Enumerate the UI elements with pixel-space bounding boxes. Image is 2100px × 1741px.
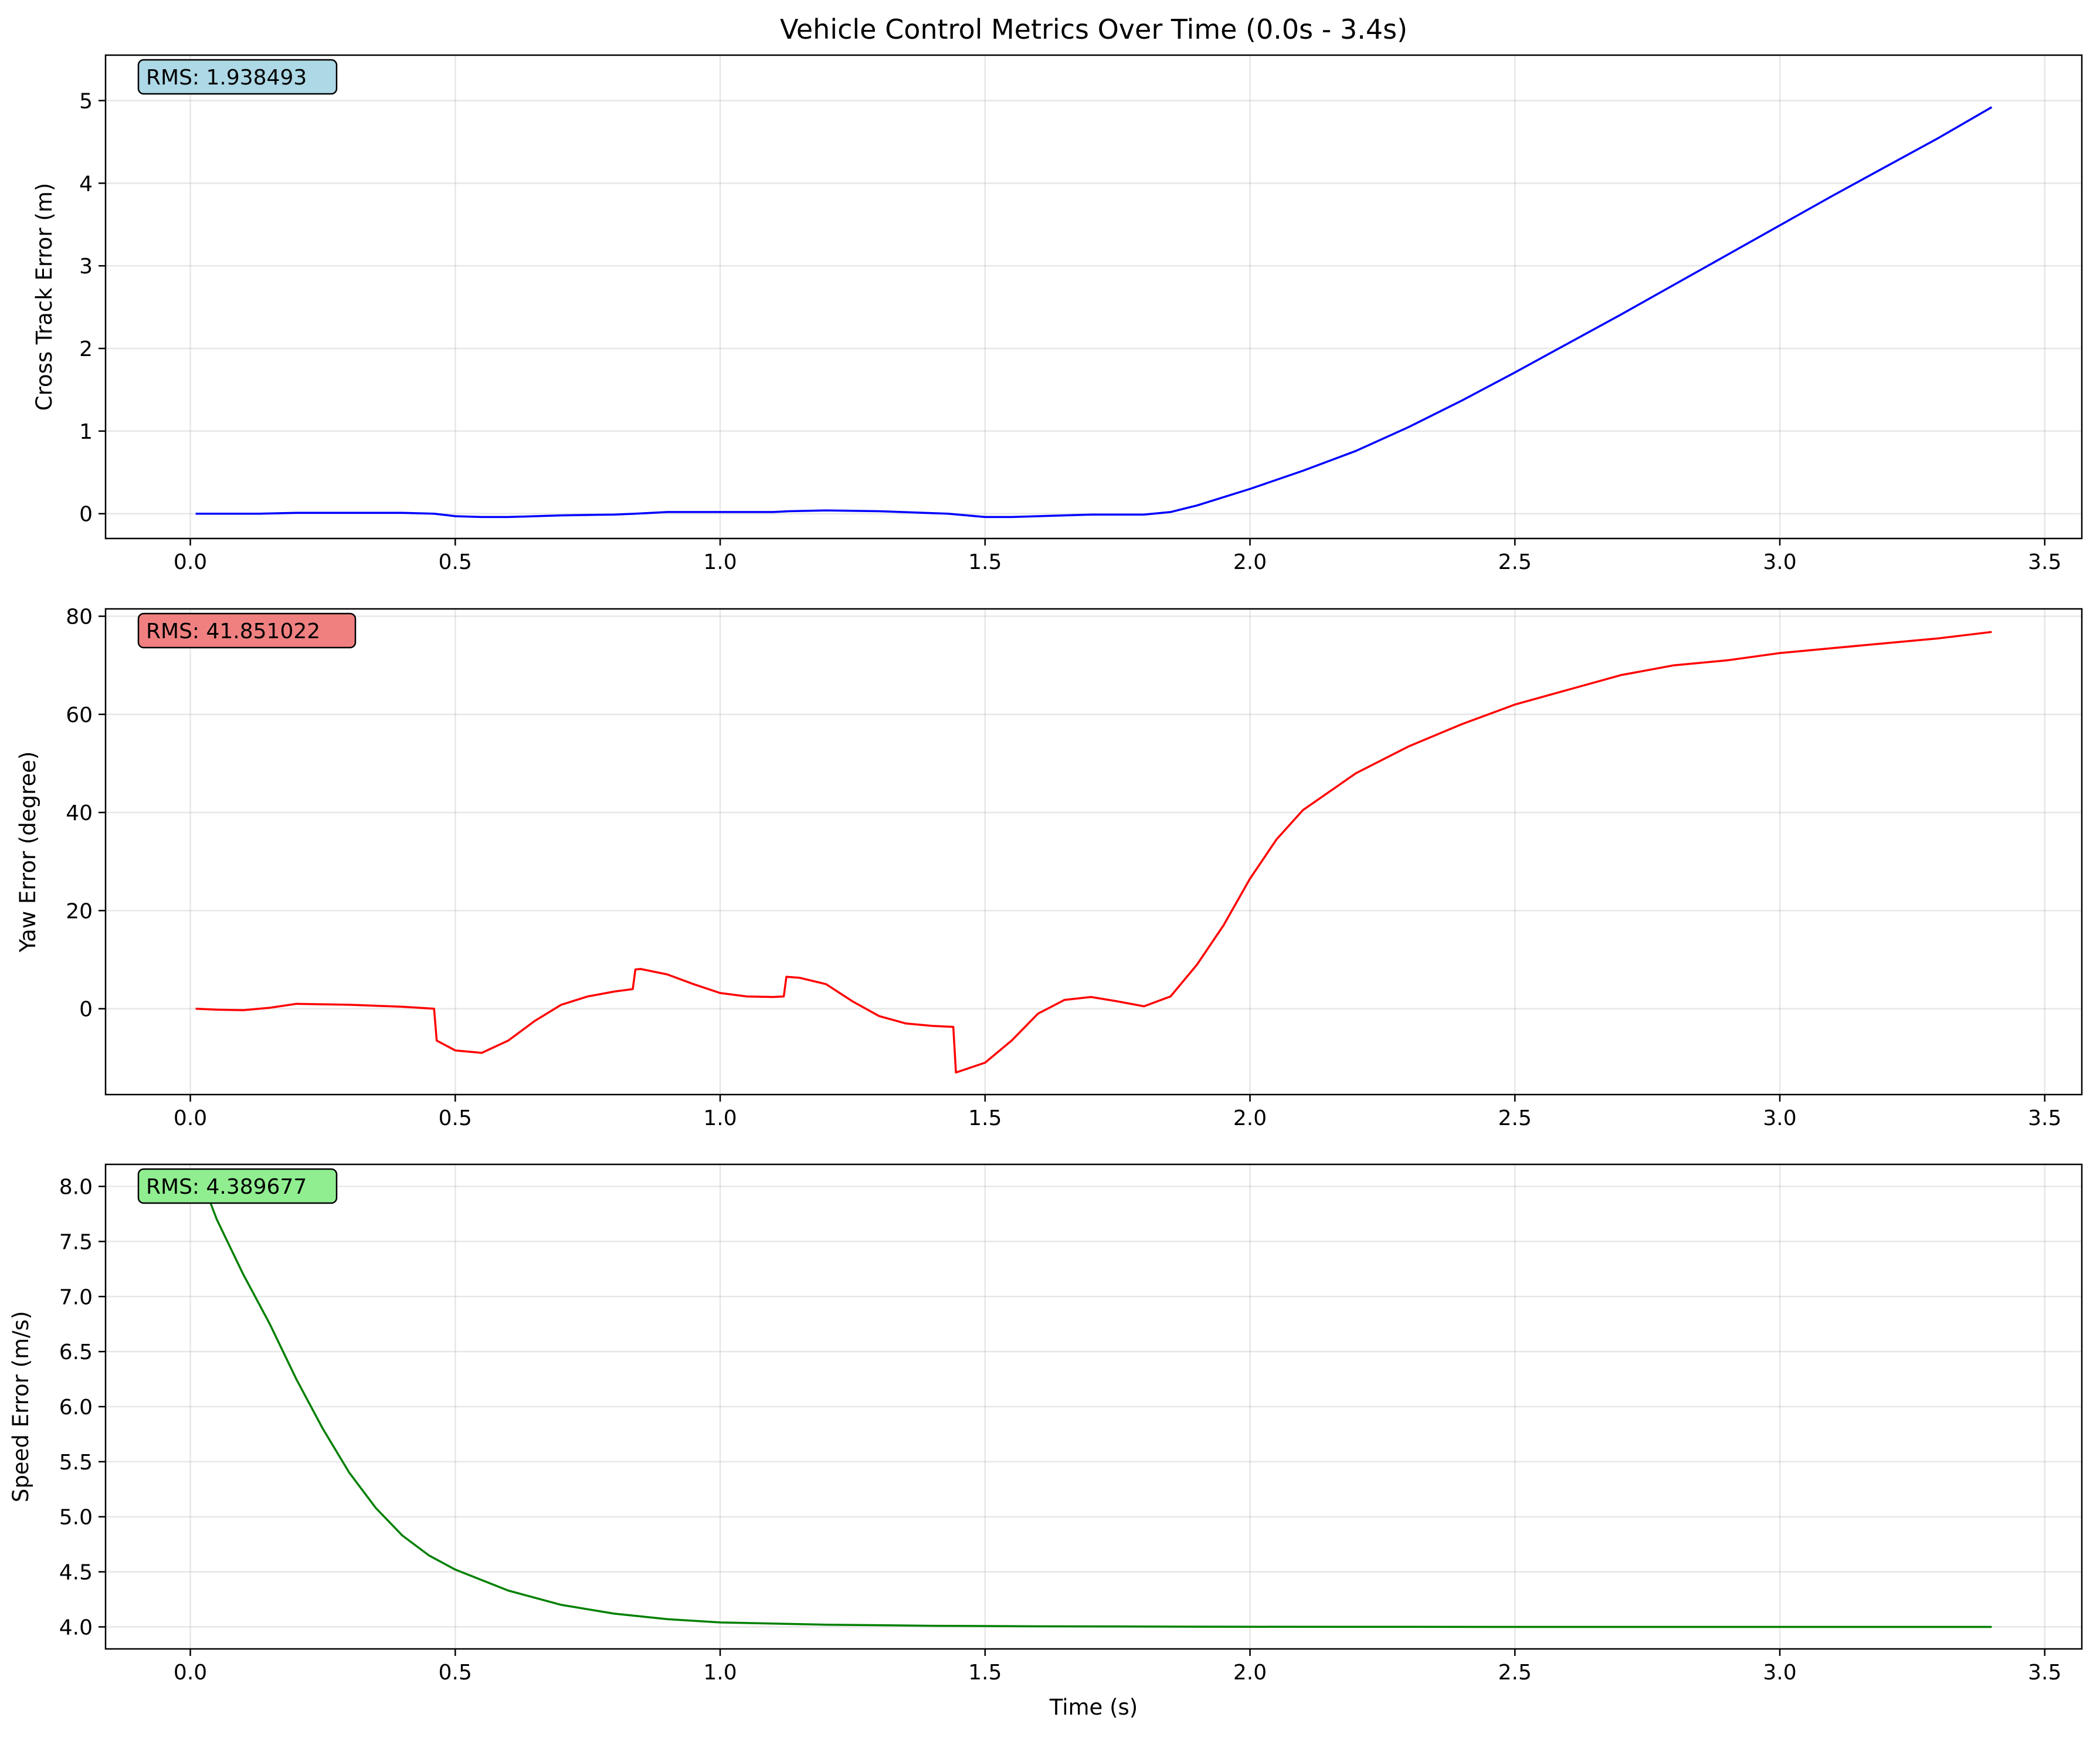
y-tick-label: 6.0 [59,1395,93,1420]
y-tick-label: 5 [79,89,93,113]
chart-title: Vehicle Control Metrics Over Time (0.0s … [780,13,1407,45]
x-tick-label: 3.5 [2028,1661,2061,1685]
subplot-1: 0.0 0.5 1.0 1.5 2.0 2.5 3.0 3.5 0 1 2 3 4 5 Cross Trac… [32,54,2083,574]
y-tick-label: 4 [79,172,93,196]
y-tick-label: 40 [66,801,93,825]
y-tick-label: 1 [79,420,93,444]
subplots: 0.0 0.5 1.0 1.5 2.0 2.5 3.0 3.5 0 1 2 3 4 5 Cross Trac… [8,54,2083,1720]
x-tick-label: 2.0 [1233,1661,1267,1685]
rms-annotation: RMS: 41.851022 [137,612,357,649]
x-tick-label: 1.5 [968,1106,1002,1130]
x-tick-label: 2.0 [1233,550,1267,574]
rms-label: RMS: 4.389677 [146,1175,307,1199]
x-tick-label: 0.0 [174,550,207,574]
x-tick-label: 0.0 [174,1106,207,1130]
y-axis-label: Cross Track Error (m) [32,183,57,411]
axes-frame [104,608,2083,1096]
x-tick-label: 0.5 [439,1661,472,1685]
x-tick-label: 3.5 [2028,550,2061,574]
x-tick-label: 3.0 [1763,1106,1796,1130]
y-axis-label: Yaw Error (degree) [15,751,40,953]
x-tick-label: 1.0 [703,550,737,574]
y-tick-label: 8.0 [59,1176,93,1200]
axes-frame [104,54,2083,540]
y-tick-label: 0 [79,503,93,527]
x-tick-label: 1.5 [968,1661,1002,1685]
x-tick-label: 1.5 [968,550,1002,574]
y-tick-label: 20 [66,899,93,923]
series-line-speed-error [195,1185,1992,1628]
x-tick-label: 3.5 [2028,1106,2061,1130]
y-tick-label: 60 [66,703,93,727]
rms-annotation: RMS: 4.389677 [137,1168,338,1204]
y-axis-label: Speed Error (m/s) [8,1311,33,1502]
rms-box [137,1168,338,1204]
x-tick-label: 0.0 [174,1661,207,1685]
rms-box [137,59,338,95]
x-tick-label: 0.5 [439,550,472,574]
y-tick-label: 3 [79,255,93,279]
rms-label: RMS: 1.938493 [146,66,307,90]
y-tick-label: 4.5 [59,1561,93,1585]
y-tick-label: 7.0 [59,1285,93,1309]
rms-box [137,612,357,649]
subplot-3: 0.0 0.5 1.0 1.5 2.0 2.5 3.0 3.5 4.0 4.5 5.0 5.5 6.0 6… [8,1163,2083,1720]
x-tick-label: 2.5 [1498,550,1532,574]
y-tick-label: 5.5 [59,1451,93,1475]
x-tick-label: 3.0 [1763,1661,1796,1685]
x-tick-label: 2.5 [1498,1661,1532,1685]
x-tick-label: 0.5 [439,1106,472,1130]
x-axis-label: Time (s) [1049,1695,1138,1720]
y-tick-label: 6.5 [59,1340,93,1364]
y-tick-label: 80 [66,605,93,629]
subplot-2: 0.0 0.5 1.0 1.5 2.0 2.5 3.0 3.5 0 20 40 60 80 Yaw Err… [15,605,2083,1130]
x-tick-label: 2.5 [1498,1106,1532,1130]
series-line-yaw-error [195,631,1992,1074]
y-tick-label: 5.0 [59,1506,93,1530]
x-tick-label: 1.0 [703,1661,737,1685]
y-tick-label: 2 [79,337,93,361]
rms-label: RMS: 41.851022 [146,619,320,643]
series-line-cross-track-error [195,106,1993,519]
y-tick-label: 4.0 [59,1615,93,1640]
y-tick-label: 0 [79,998,93,1022]
x-tick-label: 1.0 [703,1106,737,1130]
x-tick-label: 3.0 [1763,550,1796,574]
rms-annotation: RMS: 1.938493 [137,59,338,95]
y-tick-label: 7.5 [59,1230,93,1254]
x-tick-label: 2.0 [1233,1106,1267,1130]
